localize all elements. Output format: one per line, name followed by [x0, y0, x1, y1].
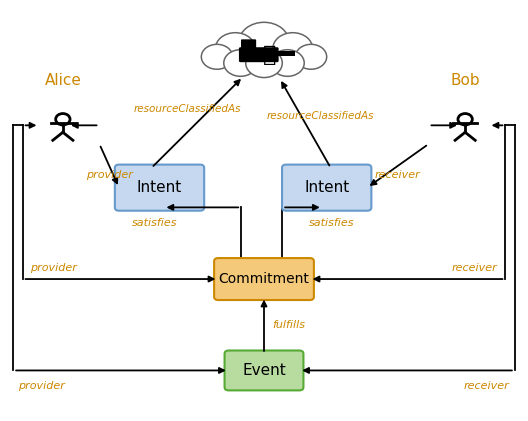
FancyBboxPatch shape	[224, 351, 304, 390]
Text: satisfies: satisfies	[309, 218, 355, 228]
FancyBboxPatch shape	[115, 165, 204, 210]
Circle shape	[215, 33, 255, 64]
Circle shape	[201, 44, 233, 69]
Text: resourceClassifiedAs: resourceClassifiedAs	[267, 111, 374, 121]
FancyBboxPatch shape	[239, 47, 279, 62]
Circle shape	[295, 44, 327, 69]
Text: provider: provider	[18, 381, 65, 391]
Text: Event: Event	[242, 363, 286, 378]
FancyBboxPatch shape	[282, 165, 371, 210]
Text: receiver: receiver	[464, 381, 510, 391]
Text: fulfills: fulfills	[272, 320, 305, 330]
Text: provider: provider	[31, 263, 77, 273]
Text: provider: provider	[86, 170, 133, 180]
Text: satisfies: satisfies	[131, 218, 177, 228]
Text: receiver: receiver	[452, 263, 497, 273]
Text: Commitment: Commitment	[219, 272, 309, 286]
Text: receiver: receiver	[375, 170, 421, 180]
Circle shape	[271, 50, 304, 76]
Circle shape	[273, 33, 313, 64]
Text: Alice: Alice	[44, 73, 81, 88]
FancyBboxPatch shape	[214, 258, 314, 300]
Circle shape	[224, 50, 257, 76]
Circle shape	[246, 48, 282, 77]
Text: Bob: Bob	[450, 73, 480, 88]
Circle shape	[239, 22, 289, 62]
Text: 🔫: 🔫	[262, 45, 276, 65]
FancyBboxPatch shape	[241, 39, 256, 50]
Text: Intent: Intent	[304, 180, 350, 195]
Text: resourceClassifiedAs: resourceClassifiedAs	[134, 104, 241, 115]
FancyBboxPatch shape	[277, 51, 295, 56]
Text: Intent: Intent	[137, 180, 182, 195]
